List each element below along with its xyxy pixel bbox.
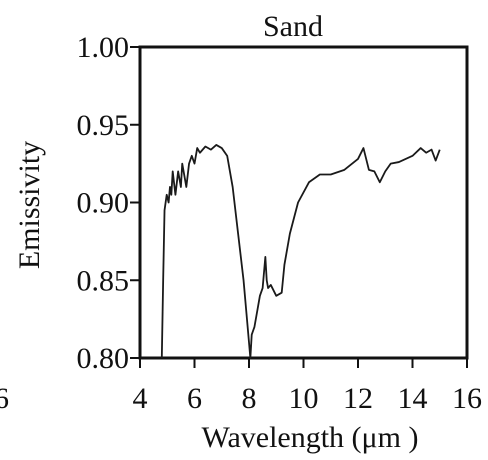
y-tick-label: 1.00: [77, 31, 130, 64]
series-line-sand: [160, 144, 441, 359]
partial-left-tick-label: 6: [0, 382, 9, 415]
x-tick-marks: [139, 358, 468, 368]
x-tick-label: 14: [398, 382, 428, 415]
x-tick-label: 8: [242, 382, 257, 415]
y-tick-label: 0.80: [77, 342, 130, 375]
x-tick-label: 12: [343, 382, 373, 415]
y-tick-labels: 0.80 0.85 0.90 0.95 1.00: [77, 31, 130, 375]
y-tick-label: 0.95: [77, 109, 130, 142]
x-tick-labels: 4 6 8 10 12 14 16: [133, 382, 483, 415]
y-tick-label: 0.85: [77, 264, 130, 297]
plot-frame: [138, 45, 469, 360]
chart-title: Sand: [263, 10, 323, 43]
x-tick-label: 6: [187, 382, 202, 415]
x-tick-label: 4: [133, 382, 148, 415]
y-tick-marks: [130, 46, 140, 359]
x-tick-label: 16: [452, 382, 482, 415]
y-axis-label: Emissivity: [13, 141, 46, 269]
y-tick-label: 0.90: [77, 187, 130, 220]
x-axis-label: Wavelength (μm ): [202, 421, 419, 454]
x-tick-label: 10: [289, 382, 319, 415]
